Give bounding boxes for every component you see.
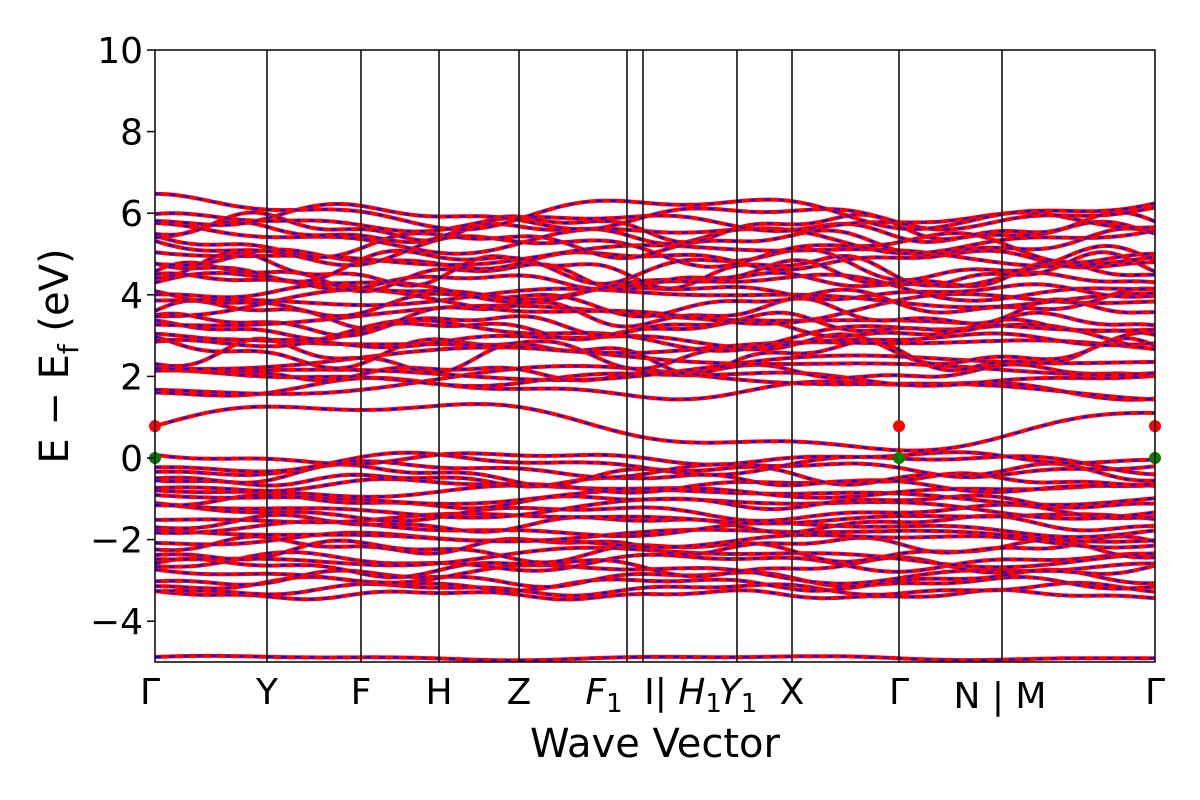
y-axis-title-subscript: f (52, 343, 85, 354)
band-line-spin-up (154, 450, 1156, 477)
band-line-spin-down (154, 211, 1156, 244)
k-point-label: X (780, 672, 805, 713)
y-tick-label: 4 (120, 276, 143, 317)
band-line-spin-up (154, 331, 1156, 350)
y-tick-label: 2 (120, 357, 143, 398)
y-axis-title: E − Ef (eV) (32, 248, 85, 463)
band-line-spin-down (154, 251, 1156, 290)
band-line-spin-down (154, 402, 1156, 452)
y-tick-label: −2 (90, 521, 143, 562)
band-line-spin-up (154, 401, 1156, 453)
k-point-label: Z (507, 672, 532, 713)
band-line-spin-up (155, 580, 1156, 598)
bands-layer (154, 191, 1156, 663)
band-line-spin-down (154, 331, 1156, 370)
band-line-spin-down (154, 222, 1156, 255)
k-point-label: N | M (953, 676, 1046, 717)
y-axis-title-main: E − E (32, 354, 78, 464)
band-line-spin-up (154, 477, 1156, 495)
x-axis-title: Wave Vector (530, 721, 781, 767)
band-line-spin-up (154, 345, 1156, 377)
k-point-label: F (351, 672, 372, 713)
band-line-spin-down (154, 535, 1156, 556)
band-line-spin-down (154, 271, 1156, 304)
k-point-separators (266, 50, 1003, 662)
band-line-spin-down (154, 288, 1156, 325)
y-tick-label: 6 (120, 194, 143, 235)
k-point-label: Γ (889, 672, 909, 713)
y-tick-label: 10 (97, 31, 143, 72)
band-line-spin-up (154, 550, 1156, 574)
band-line-spin-down (154, 192, 1156, 231)
band-line-spin-down (154, 287, 1156, 318)
k-point-label: Y1 (719, 672, 758, 719)
k-point-label: Γ (140, 672, 160, 713)
y-tick-label: −4 (90, 602, 143, 643)
band-line-spin-up (154, 653, 1155, 663)
band-line-spin-up (154, 353, 1156, 382)
band-line-spin-up (154, 483, 1156, 500)
k-point-label: I| H1 (644, 672, 722, 719)
band-line-spin-up (154, 450, 1156, 467)
band-line-spin-down (154, 244, 1156, 285)
band-line-spin-up (155, 511, 1156, 526)
band-line-spin-down (154, 203, 1156, 231)
band-line-spin-down (154, 311, 1156, 337)
band-line-spin-down (154, 568, 1156, 588)
band-line-spin-up (154, 502, 1156, 524)
k-point-label: Y (255, 672, 279, 713)
y-axis-title-unit: (eV) (32, 248, 78, 344)
band-line-spin-up (154, 527, 1156, 544)
y-axis-ticks: 10 8 6 4 2 0 −2 −4 (90, 31, 155, 643)
band-line-spin-down (154, 227, 1156, 260)
band-line-spin-down (154, 337, 1156, 376)
band-line-spin-down (154, 556, 1156, 579)
cbm-marker (893, 420, 905, 433)
band-line-spin-up (155, 286, 1156, 310)
y-tick-label: 8 (120, 113, 143, 154)
y-tick-label: 0 (120, 439, 143, 480)
k-point-label: Γ (1145, 672, 1165, 713)
band-line-spin-up (154, 492, 1156, 512)
band-line-spin-down (154, 513, 1156, 534)
vbm-marker (893, 452, 905, 464)
plot-frame (154, 49, 1156, 663)
band-line-spin-down (154, 220, 1156, 245)
k-point-label: H (425, 672, 452, 713)
k-point-label: F1 (585, 672, 622, 719)
